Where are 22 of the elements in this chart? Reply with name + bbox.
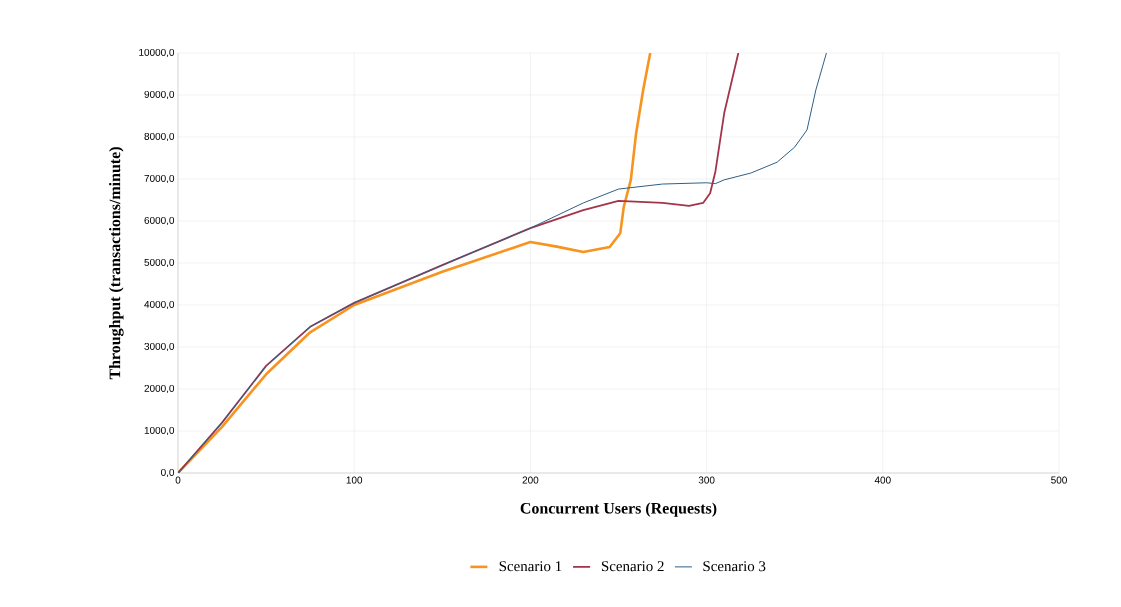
y-tick-label: 1000,0	[144, 426, 175, 436]
legend-label: Scenario 3	[703, 561, 766, 572]
y-tick-label: 6000,0	[144, 216, 175, 226]
y-tick-label: 4000,0	[144, 300, 175, 310]
y-tick-label: 0,0	[161, 468, 175, 478]
y-tick-label: 8000,0	[144, 132, 175, 142]
x-tick-label: 0	[175, 476, 181, 484]
x-tick-label: 100	[346, 476, 363, 484]
y-tick-label: 7000,0	[144, 174, 175, 184]
legend-label: Scenario 2	[601, 561, 664, 572]
y-tick-label: 9000,0	[144, 90, 175, 100]
x-axis-title: Concurrent Users (Requests)	[520, 502, 717, 517]
x-tick-label: 500	[1051, 476, 1067, 484]
y-tick-label: 3000,0	[144, 342, 175, 352]
y-tick-label: 10000,0	[139, 48, 175, 58]
y-tick-label: 2000,0	[144, 384, 175, 394]
x-tick-label: 200	[522, 476, 539, 484]
y-axis-title: Throughput (transactions/minute)	[109, 147, 124, 380]
x-tick-label: 300	[698, 476, 715, 484]
x-tick-label: 400	[874, 476, 891, 484]
y-tick-label: 5000,0	[144, 258, 175, 268]
legend-label: Scenario 1	[499, 561, 562, 572]
